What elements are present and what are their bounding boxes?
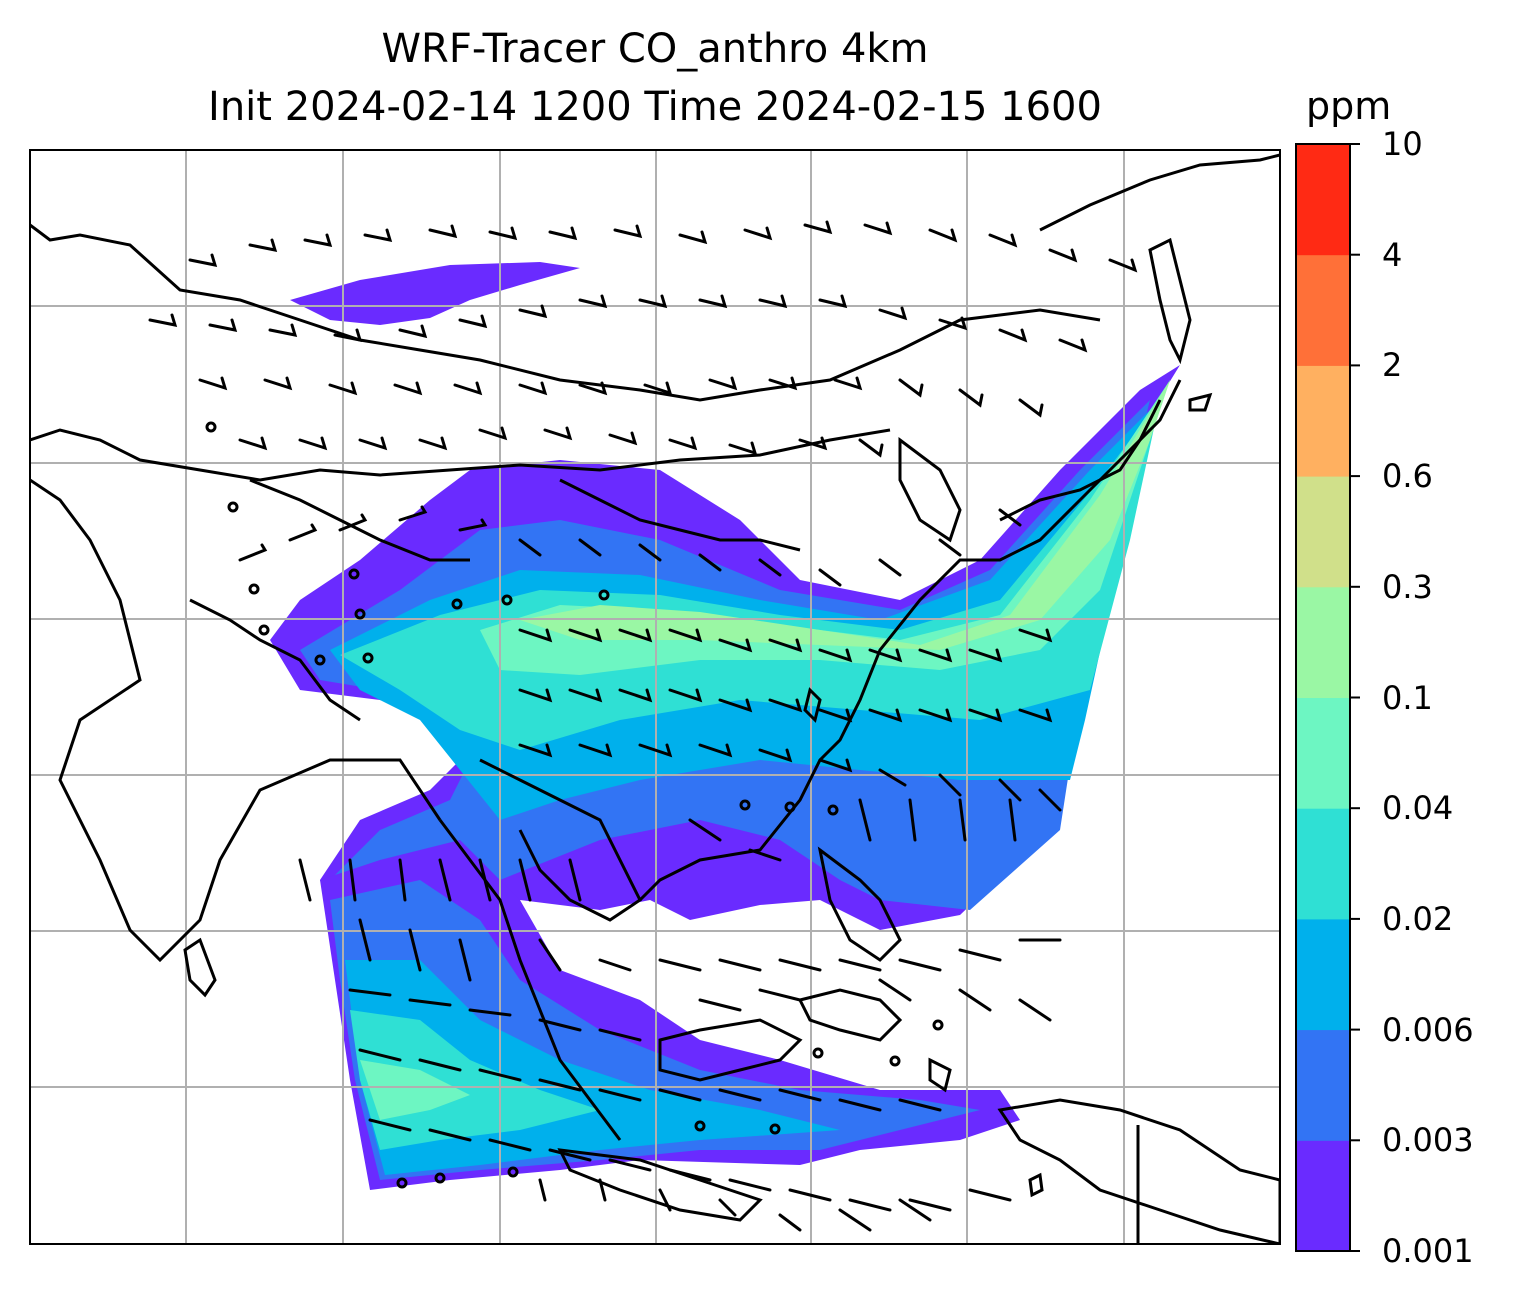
tracer-plume-south-core [350,1010,600,1150]
colorbar-segment [1296,697,1350,809]
colorbar-tick-label: 0.6 [1382,457,1433,496]
tracer-plume-peak [520,380,1170,650]
colorbar-segment [1296,1140,1350,1252]
colorbar-tick-label: 0.02 [1382,899,1454,938]
coastlines [30,153,1280,1244]
colorbar-tick-label: 0.1 [1382,678,1433,717]
colorbar-tick-label: 4 [1382,235,1403,274]
gridlines [30,150,1280,1244]
colorbar-segment [1296,918,1350,1031]
tracer-field [270,262,1180,1190]
colorbar-tick-label: 0.3 [1382,567,1433,606]
colorbar-segment [1296,144,1350,256]
map-border [29,149,1281,1245]
colorbar-segment [1296,1029,1350,1141]
calm-wind-markers [205,421,944,1189]
colorbar-segment [1296,586,1350,698]
colorbar-tick-label: 0.04 [1382,789,1454,828]
colorbar-segment [1296,476,1350,588]
colorbar-tick-label: 0.003 [1382,1121,1474,1160]
tracer-plume-south-peak [360,1060,470,1120]
tracer-plume-core [480,380,1170,675]
colorbar-tick-label: 2 [1382,346,1403,385]
colorbar-tick-label: 10 [1382,125,1423,163]
colorbar-tick-label: 0.006 [1382,1010,1474,1049]
colorbar-unit-label: ppm [1306,84,1392,128]
chart-title: WRF-Tracer CO_anthro 4km [381,26,929,72]
wind-barbs [148,220,1138,1232]
tracer-plume-north [290,262,580,325]
colorbar-segment [1296,808,1350,920]
colorbar-segment [1296,254,1350,366]
colorbar [1295,143,1360,1252]
colorbar-segment [1296,365,1350,477]
chart-subtitle: Init 2024-02-14 1200 Time 2024-02-15 160… [208,84,1102,130]
colorbar-tick-label: 0.001 [1382,1232,1474,1270]
